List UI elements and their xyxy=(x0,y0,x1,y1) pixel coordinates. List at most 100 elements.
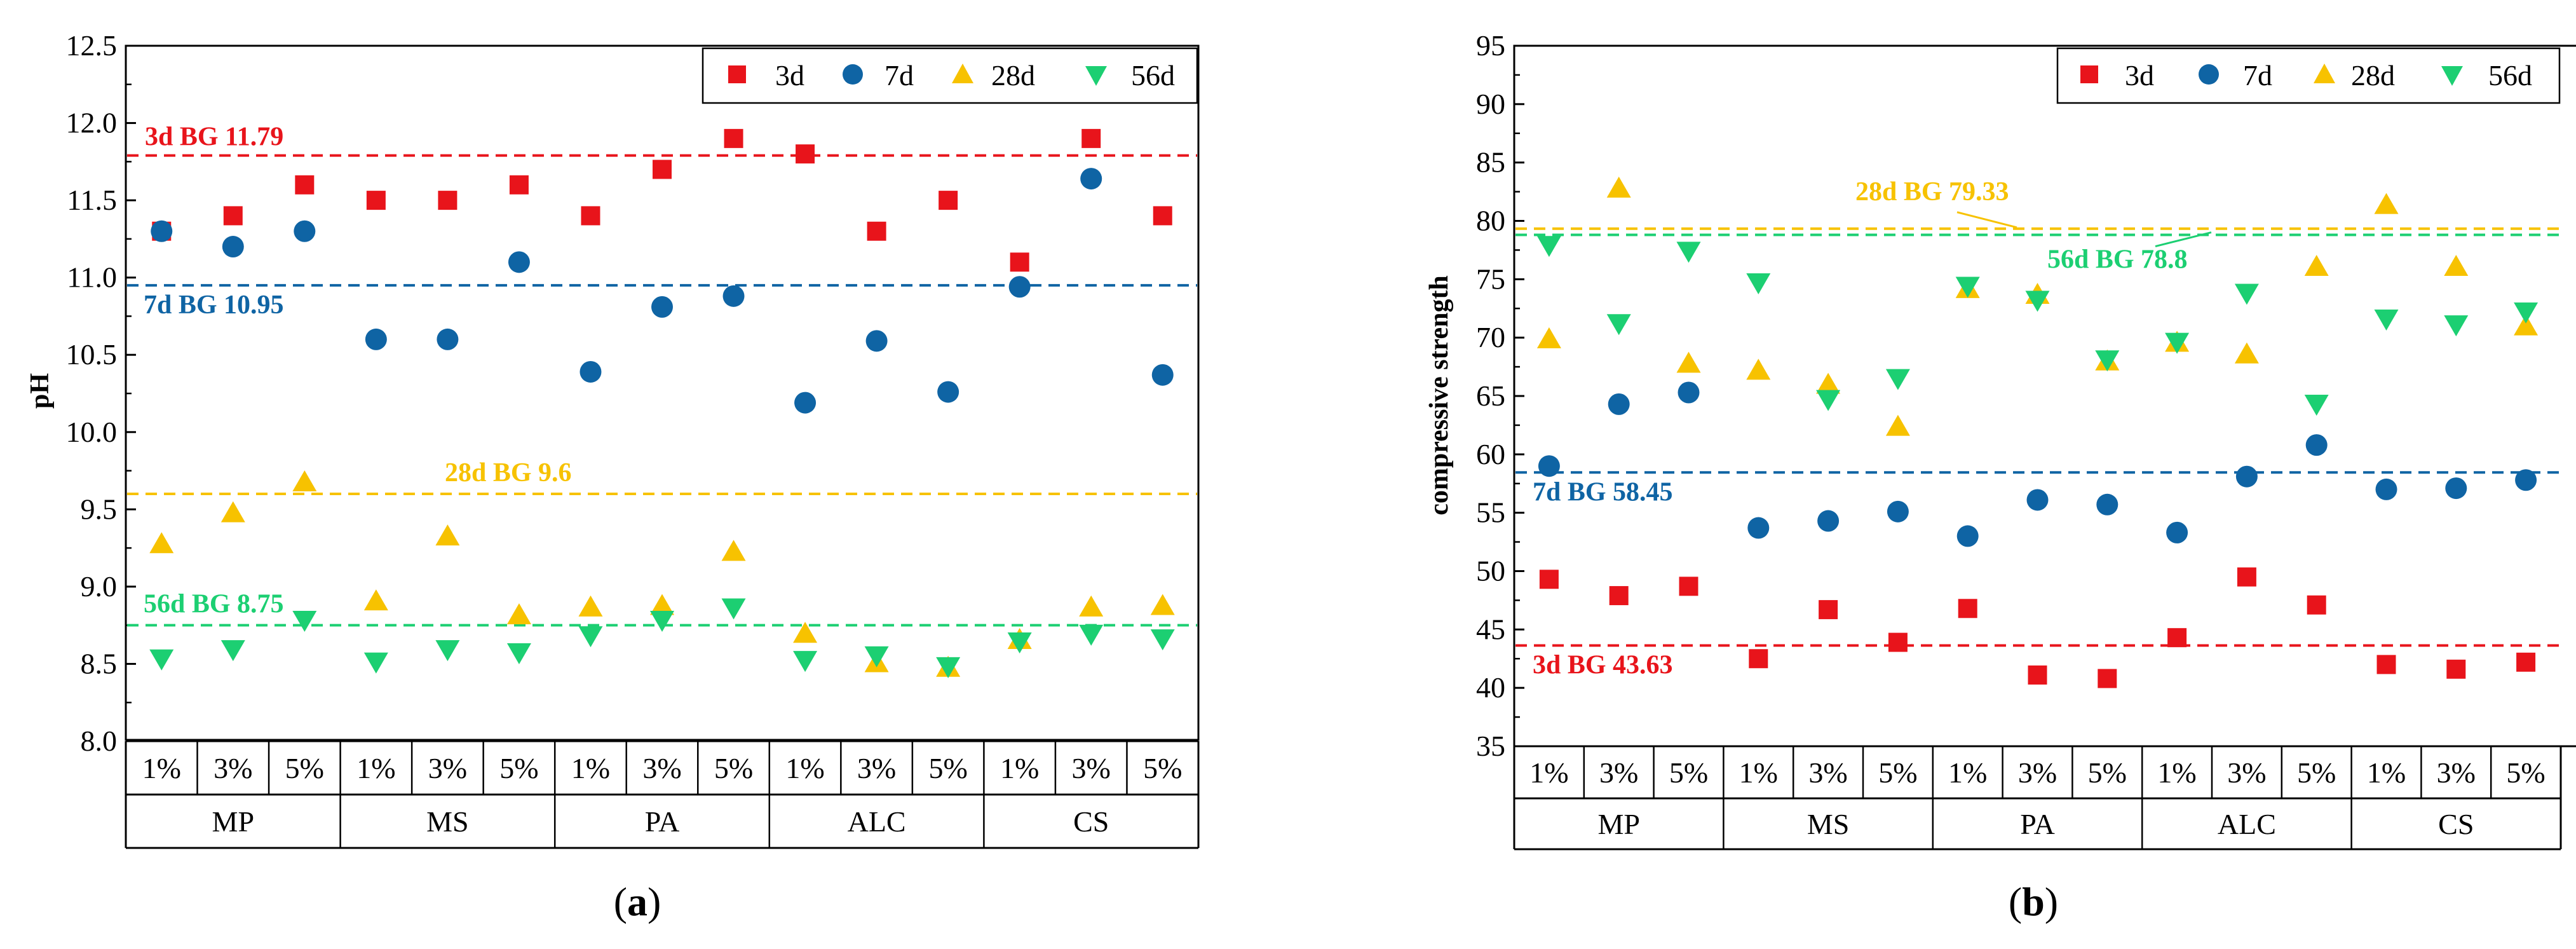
panel-b-group-label: MP xyxy=(1597,808,1639,840)
panel-a-legend-marker-7d xyxy=(843,64,863,85)
panel-b-legend-marker-7d xyxy=(2199,64,2219,85)
panel-b-legend-marker-3d xyxy=(2080,65,2098,83)
panel-b-y-tick-label: 75 xyxy=(1476,263,1505,295)
panel-a-y-tick-label: 8.0 xyxy=(81,725,118,757)
panel-b-point-7d xyxy=(1608,393,1630,415)
panel-b-legend-label-7d: 7d xyxy=(2243,59,2272,92)
panel-b-subcat-label: 5% xyxy=(2506,756,2545,789)
panel-a-point-3d xyxy=(939,191,958,210)
panel-a-legend-marker-28d xyxy=(952,64,973,83)
panel-a-point-56d xyxy=(578,626,603,648)
panel-a-group-label: ALC xyxy=(848,805,906,838)
panel-a-y-tick-label: 10.0 xyxy=(66,416,118,448)
panel-a-y-tick-label: 12.5 xyxy=(66,29,118,62)
panel-b-point-28d xyxy=(1816,372,1841,394)
panel-b-subcat-label: 1% xyxy=(1948,756,1987,789)
panel-a-point-28d xyxy=(793,622,818,643)
panel-a-label-letter: a xyxy=(627,879,647,924)
panel-a-point-3d xyxy=(581,206,600,226)
panel-a-point-28d xyxy=(363,589,388,611)
panel-b-legend-label-3d: 3d xyxy=(2125,59,2154,92)
panel-b-point-3d xyxy=(2307,595,2326,615)
panel-a-legend-label-7d: 7d xyxy=(885,59,914,92)
panel-b-point-28d xyxy=(1885,414,1910,436)
panel-b-subcat-label: 1% xyxy=(1529,756,1568,789)
panel-b-point-56d xyxy=(1676,242,1701,263)
panel-b-ref-label-28d: 28d BG 79.33 xyxy=(1855,177,2009,207)
panel-a-subcat-label: 3% xyxy=(642,752,681,784)
panel-a-point-56d xyxy=(864,646,889,667)
panel-a-point-7d xyxy=(151,220,173,242)
panel-b-group-label: MS xyxy=(1807,808,1849,840)
panel-a-point-3d xyxy=(223,206,243,226)
panel-a-point-3d xyxy=(295,175,315,195)
panel-b-point-56d xyxy=(1885,369,1910,390)
panel-b-point-3d xyxy=(2167,628,2187,648)
panel-b-subcat-label: 1% xyxy=(1739,756,1778,789)
panel-a-point-3d xyxy=(796,144,815,164)
panel-a-point-56d xyxy=(435,640,460,662)
panel-b-y-tick-label: 40 xyxy=(1476,671,1505,704)
panel-b-legend-marker-28d xyxy=(2314,64,2335,83)
panel-b-point-3d xyxy=(2237,567,2256,587)
panel-b-point-3d xyxy=(1539,570,1559,589)
panel-a-legend-label-28d: 28d xyxy=(991,59,1035,92)
panel-b-group-label: ALC xyxy=(2218,808,2276,840)
panel-b-point-56d xyxy=(2374,309,2399,331)
panel-a-point-28d xyxy=(578,595,603,617)
panel-b-y-tick-label: 90 xyxy=(1476,88,1505,120)
panel-a-subcat-label: 5% xyxy=(714,752,753,784)
panel-a-point-3d xyxy=(724,128,743,148)
panel-b-point-28d xyxy=(1746,358,1771,380)
panel-b-y-tick-label: 70 xyxy=(1476,321,1505,353)
panel-a-markers xyxy=(149,128,1175,678)
panel-a-y-tick-label: 10.5 xyxy=(66,338,118,371)
panel-a-point-28d xyxy=(149,532,174,554)
panel-b-point-3d xyxy=(2446,659,2466,679)
panel-b-subcat-label: 5% xyxy=(2297,756,2336,789)
panel-a-ref-label-56d: 56d BG 8.75 xyxy=(144,590,284,619)
panel-b-plot-frame xyxy=(1513,44,2576,748)
panel-a-point-56d xyxy=(292,610,317,632)
panel-b-point-56d xyxy=(2444,315,2469,337)
panel-a-reference-lines: 3d BG 11.79 7d BG 10.95 28d BG 9.6 56d BG 8… xyxy=(127,123,1197,627)
panel-b-subcat-label: 5% xyxy=(2088,756,2127,789)
panel-b-legend-label-56d: 56d xyxy=(2488,59,2532,92)
panel-b-subcat-label: 1% xyxy=(2367,756,2406,789)
panel-a-label: (a) xyxy=(614,879,661,924)
panel-a-subcat-label: 5% xyxy=(499,752,538,784)
panel-a-subcat-label: 1% xyxy=(142,752,181,784)
panel-b-point-28d xyxy=(1606,176,1631,198)
panel-a-point-7d xyxy=(1008,276,1031,298)
panel-b-point-7d xyxy=(1747,517,1770,539)
panel-a-subcat-label: 5% xyxy=(285,752,324,784)
panel-a-point-3d xyxy=(867,221,886,241)
panel-b-y-tick-label: 55 xyxy=(1476,496,1505,529)
panel-a-axis-layer: 8.0 8.5 9.0 9.5 10.0 10.5 11.0 11.5 12.0 12.5 1% 3%… xyxy=(66,29,1200,849)
panel-a-point-56d xyxy=(1150,629,1175,651)
panel-b-point-7d xyxy=(1956,525,1979,547)
panel-a-point-7d xyxy=(651,296,673,318)
panel-a-legend: 3d 7d 28d 56d xyxy=(702,47,1198,104)
panel-a-legend-label-56d: 56d xyxy=(1131,59,1175,92)
panel-b-point-28d xyxy=(2444,254,2469,276)
panel-a-point-3d xyxy=(1010,252,1029,272)
panel-a-point-28d xyxy=(1079,595,1104,617)
panel-b-point-7d xyxy=(1817,510,1840,532)
panel-b-ref-leader-28d xyxy=(1956,211,2017,229)
panel-b-label-letter: b xyxy=(2022,879,2045,924)
panel-a-point-56d xyxy=(149,649,174,671)
panel-b-point-56d xyxy=(1536,236,1561,257)
panel-a-subcat-label: 3% xyxy=(214,752,252,784)
panel-b-subcat-label: 3% xyxy=(1808,756,1847,789)
panel-b-subcat-label: 1% xyxy=(2157,756,2196,789)
panel-b-subcat-label: 3% xyxy=(2227,756,2266,789)
panel-a-ref-label-28d: 28d BG 9.6 xyxy=(445,458,572,488)
panel-a-point-7d xyxy=(865,330,888,352)
panel-b-point-56d xyxy=(2165,332,2190,354)
panel-b-point-28d xyxy=(1536,327,1561,348)
panel-b-point-3d xyxy=(1888,632,1908,652)
panel-b-legend: 3d 7d 28d 56d xyxy=(2056,47,2561,104)
panel-a-subcat-label: 1% xyxy=(785,752,824,784)
panel-a-subcat-label: 3% xyxy=(428,752,467,784)
